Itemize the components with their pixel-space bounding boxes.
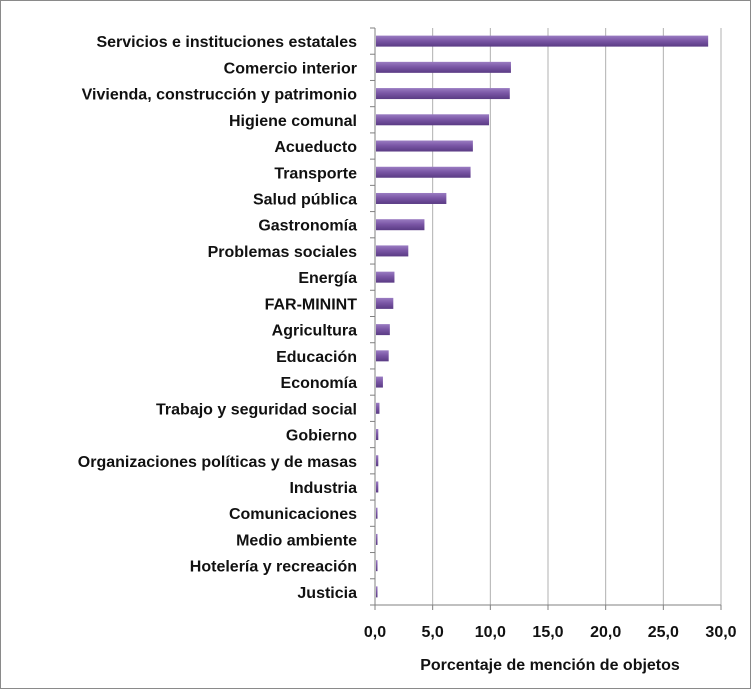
category-label: Economía: [281, 375, 358, 392]
category-label: Educación: [276, 349, 357, 366]
x-tick-label: 25,0: [648, 624, 679, 641]
bar: [376, 402, 380, 414]
category-label: Vivienda, construcción y patrimonio: [82, 87, 358, 104]
x-tick-label: 5,0: [422, 624, 444, 641]
category-label: Industria: [289, 480, 357, 497]
category-label: Comercio interior: [224, 60, 357, 77]
category-label: Transporte: [274, 165, 357, 182]
category-label: FAR-MININT: [265, 296, 358, 313]
category-label: Organizaciones políticas y de masas: [78, 454, 357, 471]
bar: [376, 166, 471, 178]
bar: [376, 297, 394, 309]
category-label: Gobierno: [286, 428, 357, 445]
bar: [376, 271, 395, 283]
bar: [376, 560, 378, 572]
category-label: Acueducto: [274, 139, 357, 156]
bars: [376, 35, 709, 598]
bar: [376, 586, 378, 598]
bar: [376, 140, 473, 152]
category-label: Hotelería y recreación: [190, 559, 357, 576]
category-label: Medio ambiente: [236, 532, 357, 549]
bar: [376, 376, 383, 388]
bar: [376, 192, 447, 204]
bar: [376, 533, 378, 545]
x-tick-label: 0,0: [364, 624, 386, 641]
category-labels: Servicios e instituciones estatales Comer…: [78, 34, 357, 602]
category-label: Gastronomía: [258, 218, 357, 235]
category-label: Justicia: [297, 585, 357, 602]
bar: [376, 455, 379, 467]
bar: [376, 481, 379, 493]
bar: [376, 507, 378, 519]
x-axis-title: Porcentaje de mención de objetos: [420, 657, 680, 674]
bar: [376, 324, 390, 336]
axes: [370, 27, 722, 610]
x-tick-label: 10,0: [475, 624, 506, 641]
category-label: Trabajo y seguridad social: [156, 401, 357, 418]
category-label: Servicios e instituciones estatales: [96, 34, 357, 51]
x-tick-label: 15,0: [532, 624, 563, 641]
category-label: Higiene comunal: [229, 113, 357, 130]
x-tick-label: 30,0: [705, 624, 736, 641]
bar: [376, 114, 490, 126]
x-tick-label: 20,0: [590, 624, 621, 641]
x-tick-labels: 0,0 5,0 10,0 15,0 20,0 25,0 30,0: [364, 624, 737, 641]
bar: [376, 61, 511, 73]
category-label: Problemas sociales: [208, 244, 358, 261]
bar: [376, 35, 709, 47]
bar: [376, 219, 425, 231]
bar: [376, 88, 510, 100]
category-label: Agricultura: [272, 323, 357, 340]
category-label: Energía: [298, 270, 357, 287]
bar: [376, 350, 389, 362]
bar: [376, 429, 379, 441]
bar: [376, 245, 409, 257]
category-label: Salud pública: [253, 191, 357, 208]
category-label: Comunicaciones: [229, 506, 357, 523]
